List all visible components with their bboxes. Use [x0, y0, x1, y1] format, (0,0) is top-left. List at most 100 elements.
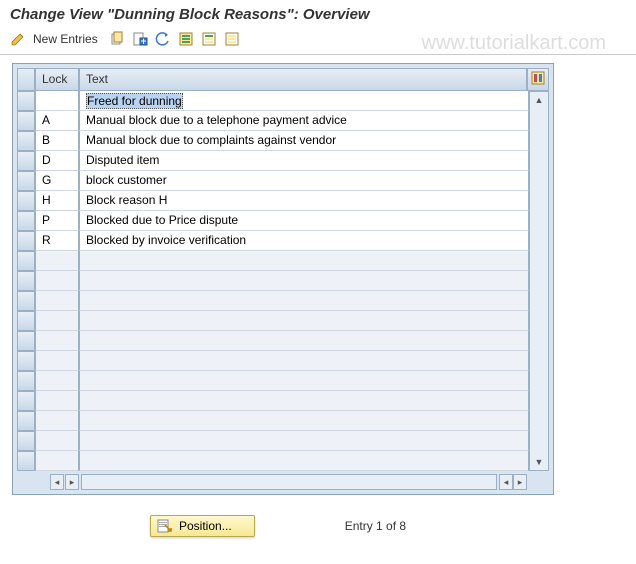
vertical-scrollbar[interactable]: ▲ ▼: [529, 91, 549, 471]
horizontal-scrollbar: ◂ ▸ ◂ ▸: [17, 471, 549, 490]
cell-text[interactable]: block customer: [79, 171, 529, 191]
page-title: Change View "Dunning Block Reasons": Ove…: [0, 0, 636, 27]
new-entries-button[interactable]: New Entries: [31, 32, 104, 46]
cell-text[interactable]: Freed for dunning: [79, 91, 529, 111]
cell-lock[interactable]: B: [35, 131, 79, 151]
table-row[interactable]: Freed for dunning: [17, 91, 529, 111]
row-selector[interactable]: [17, 291, 35, 311]
cell-text: [79, 391, 529, 411]
table-row: [17, 431, 529, 451]
scroll-left-icon[interactable]: ◂: [499, 474, 513, 490]
table-row: [17, 331, 529, 351]
undo-icon[interactable]: [153, 29, 173, 49]
cell-text[interactable]: Manual block due to complaints against v…: [79, 131, 529, 151]
cell-text[interactable]: Blocked by invoice verification: [79, 231, 529, 251]
select-all-icon[interactable]: [176, 29, 196, 49]
table-row: [17, 291, 529, 311]
copy-icon[interactable]: [107, 29, 127, 49]
cell-lock: [35, 311, 79, 331]
table-body: Freed for dunningAManual block due to a …: [17, 91, 529, 471]
cell-lock: [35, 351, 79, 371]
table-row[interactable]: Gblock customer: [17, 171, 529, 191]
cell-text[interactable]: Block reason H: [79, 191, 529, 211]
table-row[interactable]: RBlocked by invoice verification: [17, 231, 529, 251]
row-selector[interactable]: [17, 411, 35, 431]
deselect-all-icon[interactable]: [222, 29, 242, 49]
cell-lock: [35, 371, 79, 391]
scroll-left-first-icon[interactable]: ◂: [50, 474, 64, 490]
scroll-up-icon[interactable]: ▲: [530, 92, 548, 108]
row-selector[interactable]: [17, 331, 35, 351]
row-selector[interactable]: [17, 91, 35, 111]
row-selector[interactable]: [17, 231, 35, 251]
table-panel: Lock Text Freed for dunningAManual block…: [12, 63, 554, 495]
position-button[interactable]: Position...: [150, 515, 255, 537]
row-selector[interactable]: [17, 211, 35, 231]
row-selector[interactable]: [17, 171, 35, 191]
table-row: [17, 311, 529, 331]
cell-lock[interactable]: G: [35, 171, 79, 191]
table-row: [17, 451, 529, 471]
cell-text[interactable]: Disputed item: [79, 151, 529, 171]
pencil-icon[interactable]: [8, 29, 28, 49]
row-selector[interactable]: [17, 271, 35, 291]
cell-lock: [35, 331, 79, 351]
delete-icon[interactable]: [130, 29, 150, 49]
table-row: [17, 371, 529, 391]
cell-lock: [35, 431, 79, 451]
hscroll-track[interactable]: [81, 474, 497, 490]
row-selector[interactable]: [17, 431, 35, 451]
footer: Position... Entry 1 of 8: [0, 515, 636, 537]
table-row[interactable]: DDisputed item: [17, 151, 529, 171]
configure-columns-icon[interactable]: [527, 68, 549, 91]
cell-lock[interactable]: A: [35, 111, 79, 131]
row-selector[interactable]: [17, 151, 35, 171]
cell-text: [79, 431, 529, 451]
cell-text: [79, 271, 529, 291]
position-icon: [157, 519, 173, 533]
row-selector[interactable]: [17, 191, 35, 211]
row-selector[interactable]: [17, 371, 35, 391]
select-block-icon[interactable]: [199, 29, 219, 49]
cell-lock[interactable]: [35, 91, 79, 111]
cell-lock[interactable]: H: [35, 191, 79, 211]
cell-text: [79, 251, 529, 271]
cell-lock: [35, 411, 79, 431]
column-header-text[interactable]: Text: [79, 68, 527, 91]
row-selector[interactable]: [17, 111, 35, 131]
table-row[interactable]: BManual block due to complaints against …: [17, 131, 529, 151]
cell-text: [79, 451, 529, 471]
table-row: [17, 391, 529, 411]
cell-text: [79, 291, 529, 311]
row-selector[interactable]: [17, 351, 35, 371]
cell-text: [79, 371, 529, 391]
table-row[interactable]: PBlocked due to Price dispute: [17, 211, 529, 231]
cell-lock: [35, 251, 79, 271]
scroll-track[interactable]: [530, 108, 548, 454]
scroll-down-icon[interactable]: ▼: [530, 454, 548, 470]
cell-text: [79, 351, 529, 371]
row-selector[interactable]: [17, 391, 35, 411]
table-row[interactable]: HBlock reason H: [17, 191, 529, 211]
select-all-header[interactable]: [17, 68, 35, 91]
scroll-right-last-icon[interactable]: ▸: [65, 474, 79, 490]
cell-text: [79, 331, 529, 351]
table-row: [17, 411, 529, 431]
cell-lock[interactable]: R: [35, 231, 79, 251]
row-selector[interactable]: [17, 311, 35, 331]
scroll-right-icon[interactable]: ▸: [513, 474, 527, 490]
table-row[interactable]: AManual block due to a telephone payment…: [17, 111, 529, 131]
cell-lock: [35, 271, 79, 291]
cell-text[interactable]: Blocked due to Price dispute: [79, 211, 529, 231]
cell-lock[interactable]: D: [35, 151, 79, 171]
cell-lock[interactable]: P: [35, 211, 79, 231]
row-selector[interactable]: [17, 131, 35, 151]
column-header-lock[interactable]: Lock: [35, 68, 79, 91]
cell-text[interactable]: Manual block due to a telephone payment …: [79, 111, 529, 131]
table-row: [17, 271, 529, 291]
position-label: Position...: [179, 519, 232, 533]
row-selector[interactable]: [17, 451, 35, 471]
toolbar: New Entries: [0, 27, 636, 55]
row-selector[interactable]: [17, 251, 35, 271]
table-row: [17, 351, 529, 371]
